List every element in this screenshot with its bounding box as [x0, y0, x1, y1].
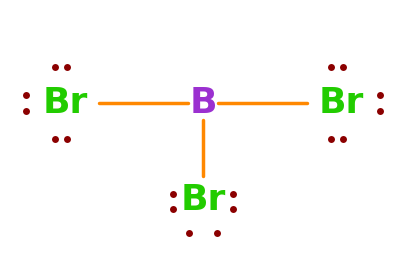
Text: Br: Br [180, 183, 225, 217]
Text: Br: Br [318, 86, 363, 120]
Text: B: B [189, 86, 216, 120]
Text: Br: Br [42, 86, 87, 120]
